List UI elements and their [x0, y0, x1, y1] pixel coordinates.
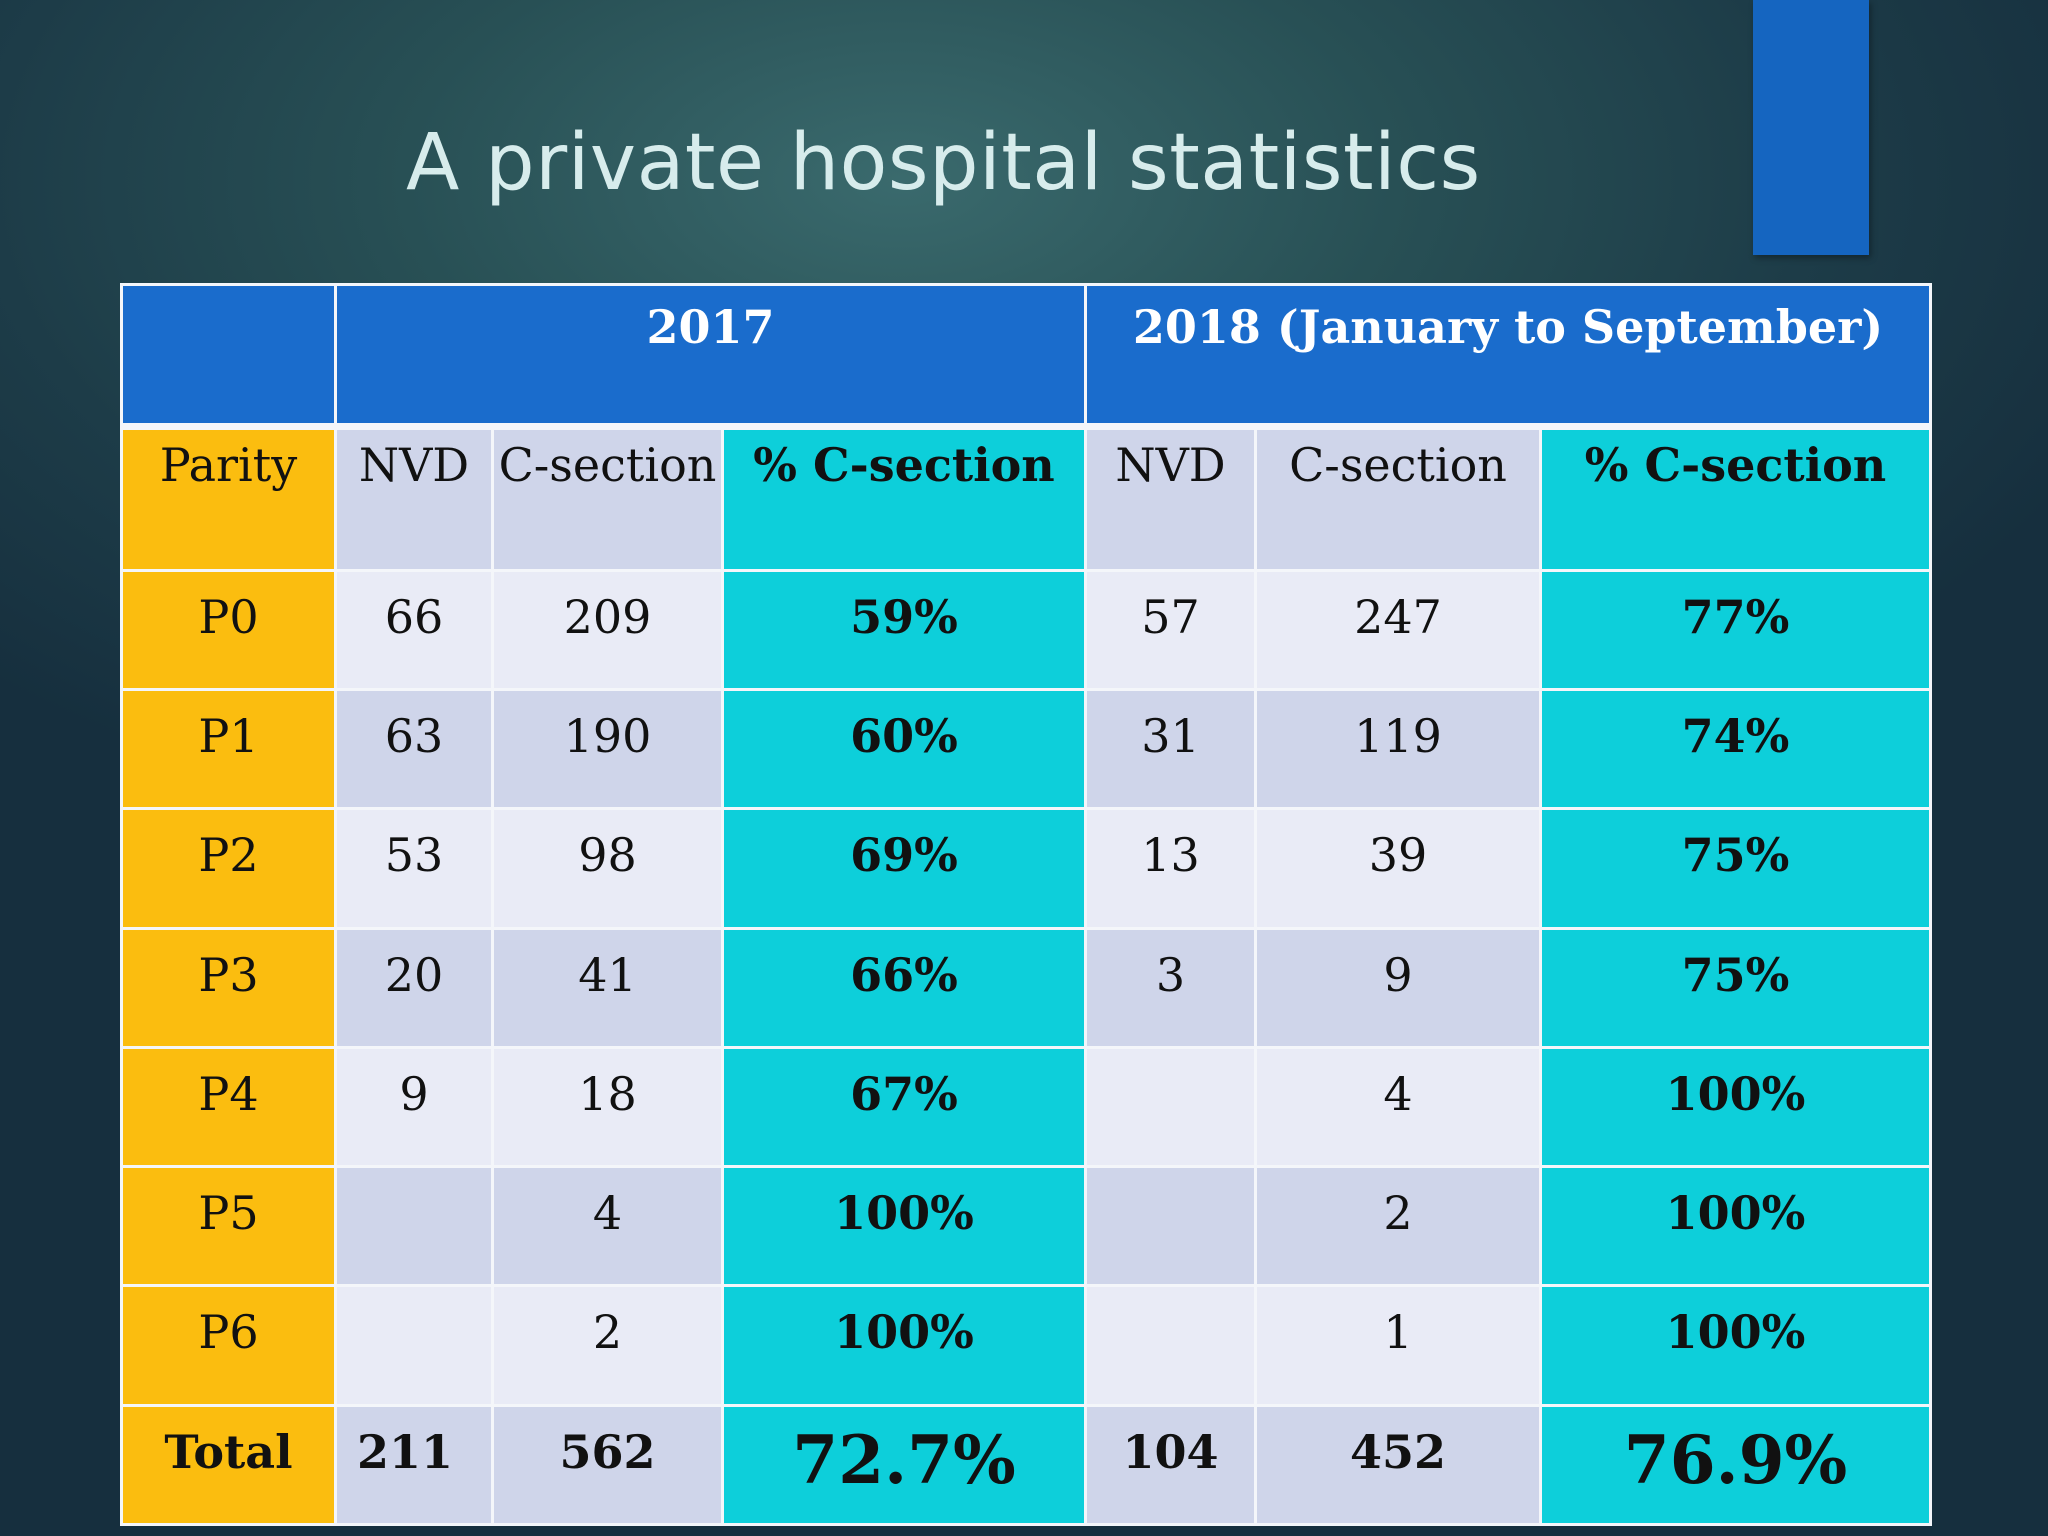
csection-2017-header: C-section	[491, 425, 724, 572]
nvd-2017-cell: 9	[334, 1045, 494, 1169]
pct-2017-cell: 59%	[720, 568, 1088, 691]
table-row: P5 4 100% 2 100%	[120, 1165, 1933, 1288]
pct-2017-cell: 100%	[720, 1284, 1088, 1407]
csection-2017-cell: 98	[491, 807, 724, 930]
csection-2018-cell: 1	[1254, 1284, 1543, 1407]
year-header-row: 2017 2018 (January to September)	[120, 282, 1933, 431]
total-nvd-2017: 211	[334, 1403, 494, 1527]
column-header-row: Parity NVD C-section % C-section NVD C-s…	[120, 425, 1933, 572]
csection-2017-cell: 18	[491, 1045, 724, 1169]
total-pct-2017: 72.7%	[720, 1403, 1088, 1527]
parity-cell: P2	[120, 807, 337, 930]
pct-2018-cell: 75%	[1539, 807, 1933, 930]
table-row: P2 53 98 69% 13 39 75%	[120, 807, 1933, 930]
year-2018-header: 2018 (January to September)	[1084, 282, 1933, 431]
total-label: Total	[120, 1403, 337, 1527]
csection-2018-cell: 9	[1254, 926, 1543, 1049]
year-2017-header: 2017	[333, 282, 1088, 431]
csection-2018-cell: 4	[1254, 1045, 1543, 1169]
slide-title: A private hospital statistics	[406, 118, 1481, 208]
nvd-2018-cell: 13	[1084, 807, 1258, 930]
corner-cell	[120, 282, 337, 431]
parity-cell: P1	[120, 687, 337, 811]
nvd-2018-cell	[1084, 1284, 1258, 1407]
csection-2018-cell: 119	[1254, 687, 1543, 811]
csection-2017-cell: 209	[491, 568, 724, 691]
table-row: P3 20 41 66% 3 9 75%	[120, 926, 1933, 1049]
pct-csection-2018-header: % C-section	[1539, 425, 1933, 572]
pct-2017-cell: 100%	[720, 1165, 1088, 1288]
parity-cell: P5	[120, 1165, 337, 1288]
pct-csection-2017-header: % C-section	[720, 425, 1088, 572]
nvd-2017-cell: 53	[334, 807, 494, 930]
pct-2018-cell: 75%	[1539, 926, 1933, 1049]
parity-cell: P4	[120, 1045, 337, 1169]
csection-2017-cell: 190	[491, 687, 724, 811]
parity-header: Parity	[120, 425, 337, 572]
statistics-table: 2017 2018 (January to September) Parity …	[120, 282, 1933, 1527]
total-pct-2018: 76.9%	[1539, 1403, 1933, 1527]
table-row: P1 63 190 60% 31 119 74%	[120, 687, 1933, 811]
csection-2018-cell: 2	[1254, 1165, 1543, 1288]
csection-2018-cell: 39	[1254, 807, 1543, 930]
parity-cell: P0	[120, 568, 337, 691]
table-row: P0 66 209 59% 57 247 77%	[120, 568, 1933, 691]
nvd-2018-cell	[1084, 1045, 1258, 1169]
csection-2017-cell: 41	[491, 926, 724, 1049]
nvd-2018-cell	[1084, 1165, 1258, 1288]
pct-2018-cell: 100%	[1539, 1045, 1933, 1169]
nvd-2018-cell: 3	[1084, 926, 1258, 1049]
pct-2017-cell: 66%	[720, 926, 1088, 1049]
csection-2018-cell: 247	[1254, 568, 1543, 691]
nvd-2017-cell: 66	[334, 568, 494, 691]
total-csection-2018: 452	[1254, 1403, 1543, 1527]
parity-cell: P6	[120, 1284, 337, 1407]
nvd-2017-cell	[334, 1165, 494, 1288]
total-csection-2017: 562	[491, 1403, 724, 1527]
nvd-2018-cell: 31	[1084, 687, 1258, 811]
accent-bar	[1753, 0, 1869, 255]
csection-2017-cell: 4	[491, 1165, 724, 1288]
nvd-2017-header: NVD	[334, 425, 494, 572]
nvd-2018-header: NVD	[1084, 425, 1258, 572]
pct-2017-cell: 60%	[720, 687, 1088, 811]
pct-2017-cell: 67%	[720, 1045, 1088, 1169]
nvd-2018-cell: 57	[1084, 568, 1258, 691]
csection-2017-cell: 2	[491, 1284, 724, 1407]
nvd-2017-cell: 63	[334, 687, 494, 811]
nvd-2017-cell: 20	[334, 926, 494, 1049]
pct-2017-cell: 69%	[720, 807, 1088, 930]
pct-2018-cell: 74%	[1539, 687, 1933, 811]
pct-2018-cell: 100%	[1539, 1165, 1933, 1288]
table-row: P6 2 100% 1 100%	[120, 1284, 1933, 1407]
total-nvd-2018: 104	[1084, 1403, 1258, 1527]
pct-2018-cell: 77%	[1539, 568, 1933, 691]
csection-2018-header: C-section	[1254, 425, 1543, 572]
table-row: P4 9 18 67% 4 100%	[120, 1045, 1933, 1169]
parity-cell: P3	[120, 926, 337, 1049]
pct-2018-cell: 100%	[1539, 1284, 1933, 1407]
total-row: Total 211 562 72.7% 104 452 76.9%	[120, 1403, 1933, 1527]
nvd-2017-cell	[334, 1284, 494, 1407]
